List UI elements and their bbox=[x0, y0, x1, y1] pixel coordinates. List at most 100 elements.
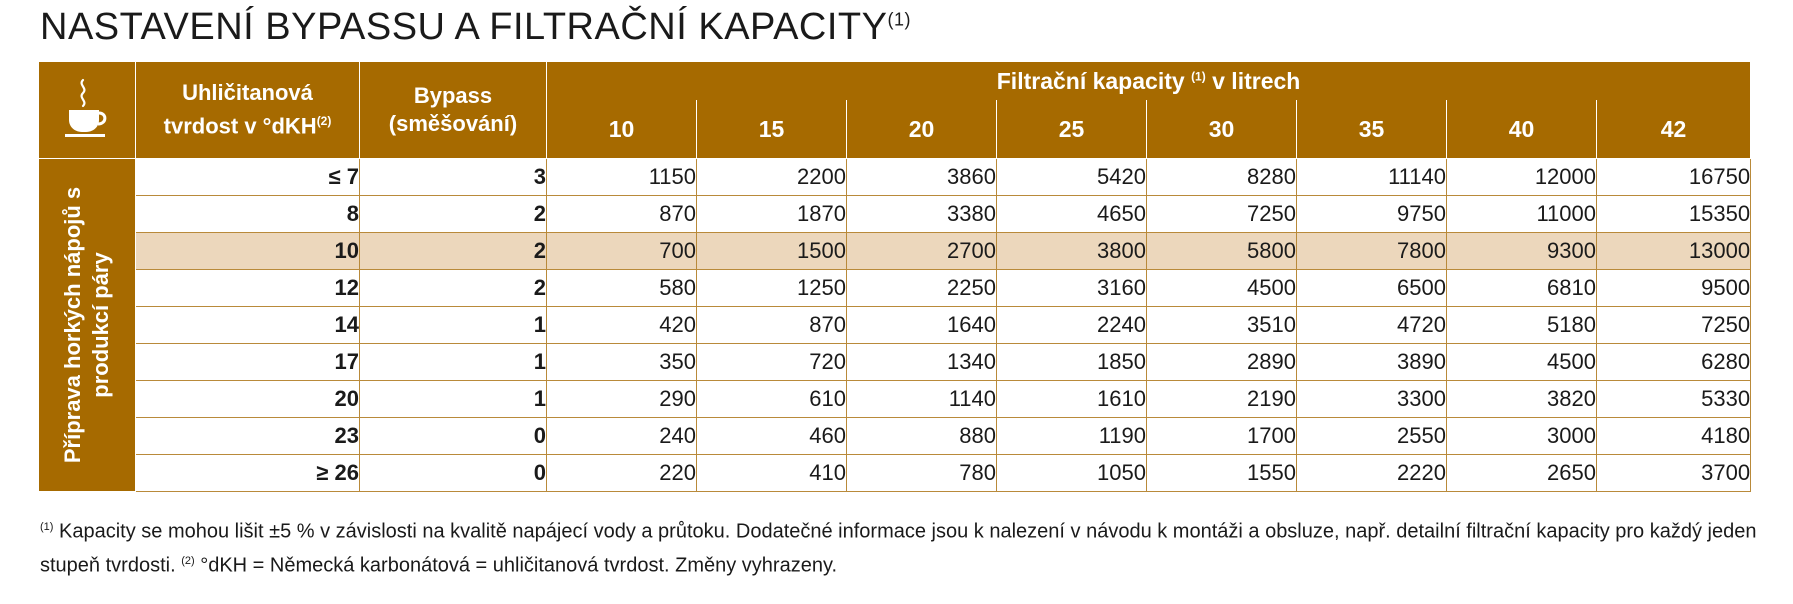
capacity-cell: 2890 bbox=[1146, 343, 1297, 381]
filter-capacity-table: Uhličitanová tvrdost v °dKH(2) Bypass (s… bbox=[38, 61, 1752, 492]
capacity-cell: 9500 bbox=[1595, 269, 1752, 307]
capacity-cell: 460 bbox=[696, 417, 847, 455]
capacity-cell: 5800 bbox=[1146, 232, 1297, 270]
footnote: (1) Kapacity se mohou lišit ±5 % v závis… bbox=[40, 513, 1760, 580]
capacity-cell: 3860 bbox=[846, 158, 997, 196]
capacity-cell: 1500 bbox=[696, 232, 847, 270]
capacity-col-header: 30 bbox=[1146, 100, 1297, 159]
capacity-cell: 4720 bbox=[1296, 306, 1447, 344]
capacity-cell: 6810 bbox=[1446, 269, 1597, 307]
capacity-cell: 420 bbox=[546, 306, 697, 344]
capacity-cell: 1610 bbox=[996, 380, 1147, 418]
capacity-cell: 580 bbox=[546, 269, 697, 307]
bypass-cell: 3 bbox=[359, 158, 547, 196]
capacity-cell: 2650 bbox=[1446, 454, 1597, 492]
side-label-cell: Příprava horkých nápojů s produkcí páry bbox=[38, 158, 136, 492]
capacity-cell: 880 bbox=[846, 417, 997, 455]
bypass-cell: 2 bbox=[359, 269, 547, 307]
bypass-cell: 1 bbox=[359, 306, 547, 344]
capacity-cell: 2190 bbox=[1146, 380, 1297, 418]
header-row-capacities: 10 15 20 25 30 35 40 42 bbox=[39, 100, 1752, 159]
bypass-cell: 0 bbox=[359, 417, 547, 455]
capacity-cell: 2200 bbox=[696, 158, 847, 196]
capacity-cell: 5330 bbox=[1595, 380, 1752, 418]
capacity-cell: 2250 bbox=[846, 269, 997, 307]
capacity-cell: 1340 bbox=[846, 343, 997, 381]
table-row: Příprava horkých nápojů s produkcí páry ≤ … bbox=[38, 158, 1752, 492]
capacity-cell: 1550 bbox=[1146, 454, 1297, 492]
hardness-header-line1: Uhličitanová bbox=[182, 80, 313, 106]
capacity-cell: 11140 bbox=[1296, 158, 1447, 196]
capacity-cell: 780 bbox=[846, 454, 997, 492]
capacity-cell: 5420 bbox=[996, 158, 1147, 196]
capacity-col-header: 20 bbox=[846, 100, 997, 159]
capacity-cell: 6280 bbox=[1595, 343, 1752, 381]
hot-cup-icon bbox=[65, 78, 107, 137]
bypass-header-line1: Bypass bbox=[413, 83, 493, 108]
capacity-cell: 1700 bbox=[1146, 417, 1297, 455]
table-row: 23 0 240 460 880 1190 1700 2550 3000 4180 bbox=[39, 417, 1752, 455]
capacity-header-post: v litrech bbox=[1212, 67, 1301, 94]
side-label-line1: Příprava horkých nápojů s bbox=[60, 186, 85, 464]
bypass-cell: 2 bbox=[359, 195, 547, 233]
side-label: Příprava horkých nápojů s produkcí páry bbox=[59, 187, 115, 463]
capacity-cell: 3300 bbox=[1296, 380, 1447, 418]
hardness-cell: 10 bbox=[135, 232, 360, 270]
bypass-cell: 1 bbox=[359, 343, 547, 381]
capacity-col-header: 15 bbox=[696, 100, 847, 159]
table-row: 10 2 700 1500 2700 3800 5800 7800 9300 13000 bbox=[39, 232, 1752, 270]
capacity-cell: 9750 bbox=[1296, 195, 1447, 233]
capacity-cell: 290 bbox=[546, 380, 697, 418]
capacity-cell: 15350 bbox=[1595, 195, 1752, 233]
capacity-header: Filtrační kapacity (1) v litrech bbox=[545, 61, 1752, 100]
hardness-header: Uhličitanová tvrdost v °dKH(2) bbox=[135, 61, 360, 159]
capacity-cell: 5180 bbox=[1446, 306, 1597, 344]
capacity-cell: 7250 bbox=[1595, 306, 1752, 344]
capacity-cell: 720 bbox=[696, 343, 847, 381]
capacity-cell: 12000 bbox=[1446, 158, 1597, 196]
capacity-cell: 3820 bbox=[1446, 380, 1597, 418]
capacity-cell: 4180 bbox=[1595, 417, 1752, 455]
capacity-cell: 610 bbox=[696, 380, 847, 418]
capacity-header-pre: Filtrační kapacity bbox=[996, 67, 1185, 94]
footnote-ref-2: (2) bbox=[181, 554, 195, 567]
table-row: 12 2 580 1250 2250 3160 4500 6500 6810 9500 bbox=[39, 269, 1752, 307]
bypass-cell: 2 bbox=[359, 232, 547, 270]
capacity-col-header: 40 bbox=[1446, 100, 1597, 159]
bypass-cell: 1 bbox=[359, 380, 547, 418]
capacity-col-header: 25 bbox=[996, 100, 1147, 159]
capacity-cell: 2220 bbox=[1296, 454, 1447, 492]
footnote-text-2: °dKH = Německá karbonátová = uhličitanov… bbox=[194, 554, 838, 577]
hardness-cell: ≥ 26 bbox=[135, 454, 360, 492]
capacity-cell: 1190 bbox=[996, 417, 1147, 455]
capacity-cell: 16750 bbox=[1595, 158, 1752, 196]
hardness-cell: 14 bbox=[135, 306, 360, 344]
capacity-cell: 3890 bbox=[1296, 343, 1447, 381]
table-row: ≥ 26 0 220 410 780 1050 1550 2220 2650 3700 bbox=[39, 454, 1752, 492]
hardness-cell: 20 bbox=[135, 380, 360, 418]
page-title: NASTAVENÍ BYPASSU A FILTRAČNÍ KAPACITY(1… bbox=[40, 6, 911, 49]
capacity-cell: 700 bbox=[546, 232, 697, 270]
header-row-top: Uhličitanová tvrdost v °dKH(2) Bypass (s… bbox=[38, 61, 1752, 159]
hardness-header-line2: tvrdost v °dKH bbox=[163, 113, 317, 139]
hardness-cell: ≤ 7 bbox=[135, 158, 360, 196]
capacity-cell: 220 bbox=[546, 454, 697, 492]
capacity-cell: 410 bbox=[696, 454, 847, 492]
capacity-cell: 350 bbox=[546, 343, 697, 381]
capacity-cell: 4500 bbox=[1446, 343, 1597, 381]
bypass-header: Bypass (směšování) bbox=[359, 61, 547, 159]
capacity-cell: 11000 bbox=[1446, 195, 1597, 233]
capacity-cell: 3800 bbox=[996, 232, 1147, 270]
title-text: NASTAVENÍ BYPASSU A FILTRAČNÍ KAPACITY bbox=[40, 6, 888, 48]
capacity-cell: 3000 bbox=[1446, 417, 1597, 455]
bypass-header-line2: (směšování) bbox=[388, 111, 518, 136]
side-label-line2: produkcí páry bbox=[88, 252, 113, 398]
capacity-cell: 240 bbox=[546, 417, 697, 455]
capacity-cell: 3380 bbox=[846, 195, 997, 233]
title-footnote-ref: (1) bbox=[887, 9, 911, 30]
capacity-cell: 1640 bbox=[846, 306, 997, 344]
capacity-footnote-ref: (1) bbox=[1191, 68, 1206, 83]
capacity-cell: 2700 bbox=[846, 232, 997, 270]
bypass-cell: 0 bbox=[359, 454, 547, 492]
